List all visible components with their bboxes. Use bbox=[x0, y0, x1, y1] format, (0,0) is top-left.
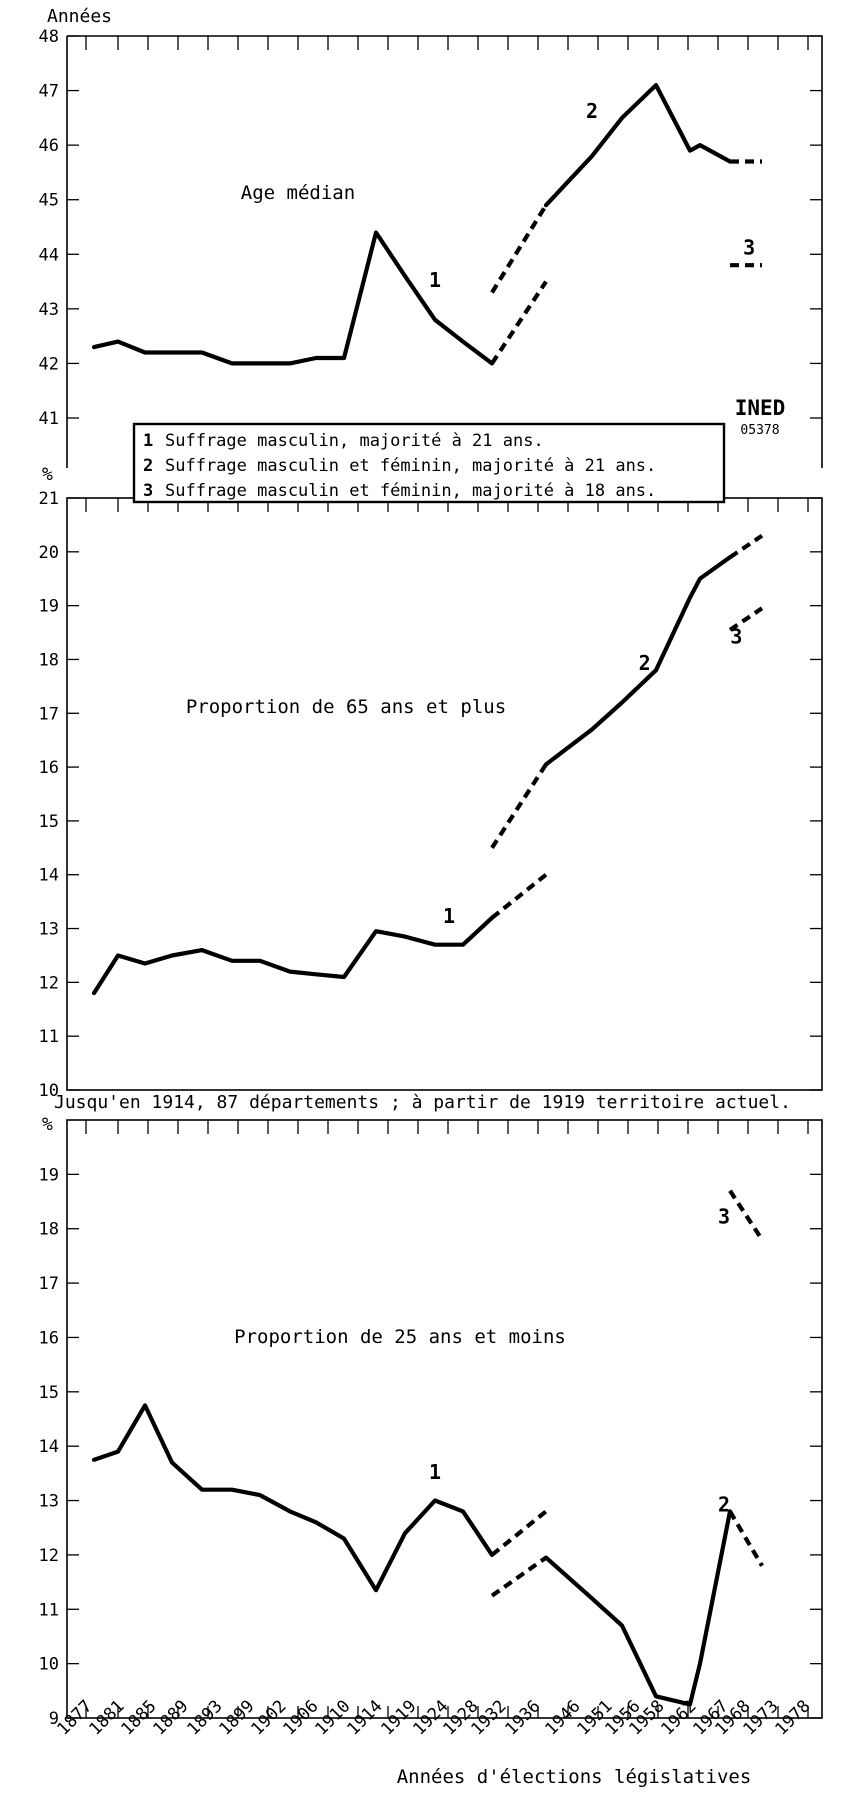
series-1-dashed bbox=[490, 873, 548, 920]
y-tick-label: 11 bbox=[39, 1600, 59, 1620]
series-2-solid bbox=[543, 1509, 733, 1707]
y-tick-label: 15 bbox=[39, 1383, 59, 1403]
y-axis-label: % bbox=[42, 1114, 53, 1135]
y-tick-label: 43 bbox=[39, 300, 59, 320]
series-label-2: 2 bbox=[586, 99, 598, 123]
y-tick-label: 20 bbox=[39, 543, 59, 563]
y-tick-label: 21 bbox=[39, 489, 59, 509]
y-tick-label: 18 bbox=[39, 650, 59, 670]
logo-text: INED bbox=[735, 396, 786, 420]
series-2-solid bbox=[543, 83, 733, 208]
y-tick-label: 17 bbox=[39, 704, 59, 724]
y-tick-label: 12 bbox=[39, 1546, 59, 1566]
series-label-3: 3 bbox=[730, 624, 742, 648]
y-tick-label: 11 bbox=[39, 1027, 59, 1047]
y-tick-label: 45 bbox=[39, 191, 59, 211]
series-1-dashed bbox=[490, 280, 548, 365]
legend-text-2: Suffrage masculin et féminin, majorité à… bbox=[165, 456, 656, 476]
y-tick-label: 16 bbox=[39, 758, 59, 778]
y-tick-label: 47 bbox=[39, 82, 59, 102]
series-3-dashed bbox=[728, 606, 764, 632]
y-tick-label: 16 bbox=[39, 1328, 59, 1348]
series-label-2: 2 bbox=[639, 651, 651, 675]
series-2-dashed bbox=[728, 1510, 764, 1567]
panel-title: Age médian bbox=[241, 182, 355, 204]
panel-title: Proportion de 25 ans et moins bbox=[234, 1326, 566, 1348]
y-tick-label: 14 bbox=[39, 866, 59, 886]
legend-text-3: Suffrage masculin et féminin, majorité à… bbox=[165, 481, 656, 501]
x-axis: 1877188118851889189318991902190619101914… bbox=[53, 1696, 814, 1739]
territory-note: Jusqu'en 1914, 87 départements ; à parti… bbox=[54, 1092, 791, 1113]
plot-frame bbox=[66, 1119, 823, 1719]
series-1-solid bbox=[91, 230, 495, 366]
y-tick-label: 13 bbox=[39, 920, 59, 940]
y-tick-label: 10 bbox=[39, 1655, 59, 1675]
y-tick-label: 14 bbox=[39, 1437, 59, 1457]
logo-code: 05378 bbox=[740, 423, 779, 438]
y-tick-label: 18 bbox=[39, 1220, 59, 1240]
legend-num-3: 3 bbox=[143, 481, 153, 501]
series-1-solid bbox=[91, 915, 495, 996]
series-label-1: 1 bbox=[443, 904, 455, 928]
y-tick-label: 17 bbox=[39, 1274, 59, 1294]
legend: 1 Suffrage masculin, majorité à 21 ans. … bbox=[132, 422, 726, 504]
y-tick-label: 9 bbox=[49, 1709, 59, 1729]
series-2-dashed bbox=[728, 533, 764, 559]
series-2-dashed bbox=[490, 204, 548, 294]
series-label-1: 1 bbox=[429, 1460, 441, 1484]
series-label-2: 2 bbox=[718, 1492, 730, 1516]
y-tick-label: 13 bbox=[39, 1492, 59, 1512]
series-2-dashed bbox=[490, 763, 548, 849]
y-tick-label: 19 bbox=[39, 597, 59, 617]
x-axis-title: Années d'élections législatives bbox=[397, 1766, 752, 1788]
y-tick-label: 48 bbox=[39, 27, 59, 47]
series-label-3: 3 bbox=[718, 1204, 730, 1228]
series-3-dashed bbox=[728, 1189, 764, 1241]
y-axis-label: Années bbox=[47, 6, 112, 27]
y-tick-label: 44 bbox=[39, 245, 59, 265]
ined-logo: INED 05378 bbox=[735, 396, 786, 438]
y-tick-label: 10 bbox=[39, 1081, 59, 1101]
legend-box bbox=[132, 422, 726, 504]
legend-text-1: Suffrage masculin, majorité à 21 ans. bbox=[165, 431, 544, 451]
y-tick-label: 12 bbox=[39, 973, 59, 993]
y-axis-label: % bbox=[42, 464, 53, 485]
y-tick-label: 41 bbox=[39, 409, 59, 429]
series-1-dashed bbox=[490, 1509, 548, 1557]
y-tick-label: 19 bbox=[39, 1165, 59, 1185]
series-1-solid bbox=[91, 1403, 495, 1593]
series-label-3: 3 bbox=[743, 235, 755, 259]
legend-num-1: 1 bbox=[143, 431, 153, 451]
y-tick-label: 42 bbox=[39, 354, 59, 374]
y-tick-label: 46 bbox=[39, 136, 59, 156]
plot-frame bbox=[66, 35, 823, 468]
legend-num-2: 2 bbox=[143, 456, 153, 476]
series-label-1: 1 bbox=[429, 268, 441, 292]
y-tick-label: 15 bbox=[39, 812, 59, 832]
series-2-solid bbox=[543, 555, 733, 767]
series-2-dashed bbox=[490, 1555, 548, 1598]
panel-title: Proportion de 65 ans et plus bbox=[186, 696, 506, 718]
plot-frame bbox=[66, 497, 823, 1091]
